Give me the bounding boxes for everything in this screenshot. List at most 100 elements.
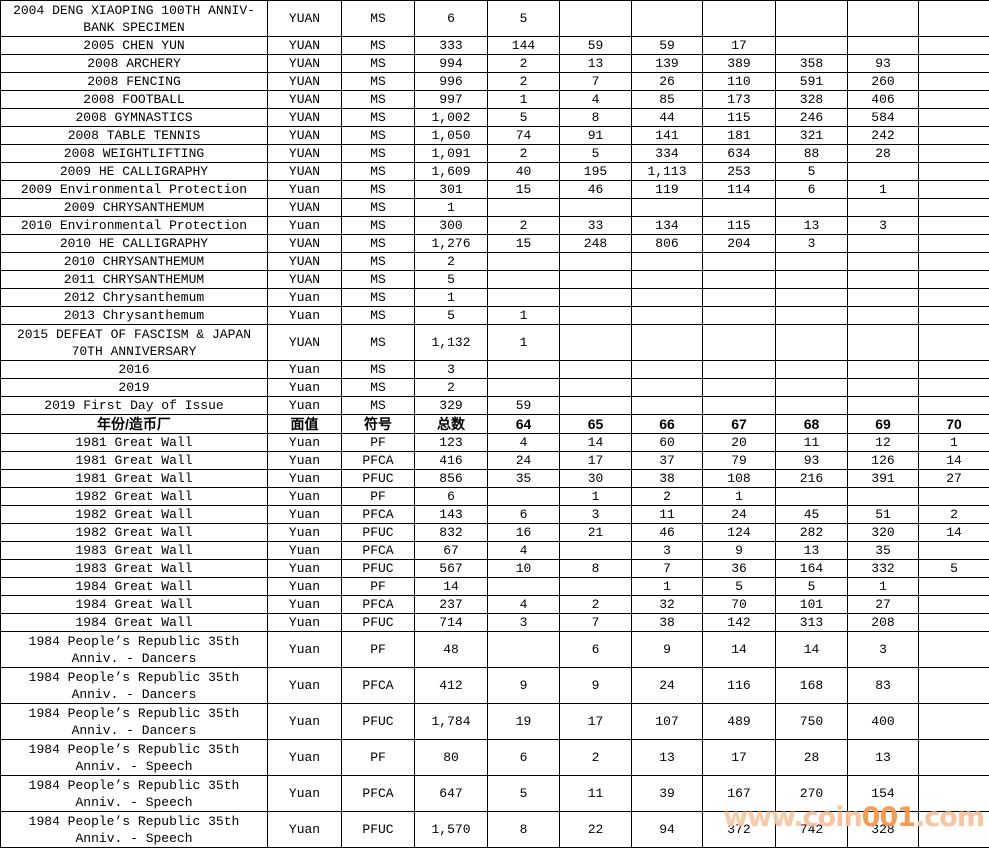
grade-count-cell: 14 [918,523,989,542]
coin-name-cell: 1982 Great Wall [0,523,268,542]
grade-count-cell: 17 [559,703,632,740]
grade-count-cell: 17 [559,451,632,470]
grade-count-cell [775,306,848,325]
grade-count-cell [559,288,632,307]
total-count-cell: 1,091 [414,144,488,163]
table-row: 1983 Great Wall Yuan PFCA 67 4 3 9 13 35 [0,541,989,560]
grade-count-cell [631,378,703,397]
grade-count-cell: 144 [487,36,560,55]
grade-count-cell [631,198,703,217]
total-count-cell: 856 [414,469,488,488]
denomination-cell: YUAN [267,234,342,253]
grade-count-cell [559,252,632,271]
grade-count-cell: 35 [847,541,919,560]
grade-count-cell: 2 [487,72,560,91]
grade-count-cell: 13 [559,54,632,73]
grade-count-cell: 1 [631,577,703,596]
denomination-cell: Yuan [267,306,342,325]
grade-count-cell [487,288,560,307]
grade-count-cell: 124 [702,523,776,542]
table-row: 1984 Great Wall Yuan PFCA 237 4 2 32 70 101 27 [0,595,989,614]
total-count-cell: 6 [414,0,488,37]
total-count-cell: 48 [414,631,488,668]
grade-count-cell: 1 [847,577,919,596]
grade-count-cell: 59 [559,36,632,55]
grade-count-cell: 30 [559,469,632,488]
table-row: 2016 Yuan MS 3 [0,360,989,379]
grade-count-cell: 119 [631,180,703,199]
total-count-cell: 647 [414,775,488,812]
column-header-cell: 总数 [414,414,488,434]
coin-name-cell: 2008 WEIGHTLIFTING [0,144,268,163]
grade-count-cell: 4 [559,90,632,109]
coin-name-cell: 2019 [0,378,268,397]
grade-count-cell: 79 [702,451,776,470]
grade-count-cell: 32 [631,595,703,614]
grade-count-cell: 164 [775,559,848,578]
designation-cell: PF [341,577,415,596]
grade-count-cell [918,577,989,596]
grade-count-cell: 9 [559,667,632,704]
grade-count-cell [847,324,919,361]
grade-count-cell: 141 [631,126,703,145]
grade-count-cell: 28 [847,144,919,163]
table-row: 2005 CHEN YUN YUAN MS 333 144 59 59 17 [0,36,989,55]
grade-count-cell [775,396,848,415]
grade-count-cell: 11 [559,775,632,812]
grade-count-cell: 85 [631,90,703,109]
designation-cell: PFUC [341,469,415,488]
grade-count-cell [775,0,848,37]
denomination-cell: Yuan [267,613,342,632]
denomination-cell: Yuan [267,360,342,379]
designation-cell: MS [341,252,415,271]
grade-count-cell: 33 [559,216,632,235]
grade-count-cell [918,108,989,127]
total-count-cell: 412 [414,667,488,704]
grade-count-cell [702,360,776,379]
denomination-cell: YUAN [267,162,342,181]
grade-count-cell [487,577,560,596]
grade-count-cell: 9 [487,667,560,704]
total-count-cell: 301 [414,180,488,199]
coin-name-cell: 2011 CHRYSANTHEMUM [0,270,268,289]
grade-count-cell: 320 [847,523,919,542]
coin-name-cell: 1984 People’s Republic 35th Anniv. - Dan… [0,703,268,740]
grade-count-cell [847,36,919,55]
designation-cell: PFUC [341,613,415,632]
grade-count-cell: 59 [487,396,560,415]
grade-count-cell [559,396,632,415]
grade-count-cell [918,252,989,271]
total-count-cell: 1 [414,198,488,217]
grade-count-cell [559,541,632,560]
grade-count-cell: 115 [702,108,776,127]
column-header-cell: 67 [702,414,776,434]
grade-count-cell: 242 [847,126,919,145]
column-header-row: 年份/造币厂 面值 符号 总数 64 65 66 67 68 69 70 [0,414,989,434]
grade-count-cell: 1 [847,180,919,199]
grade-count-cell: 1 [918,433,989,452]
grade-count-cell: 17 [702,739,776,776]
grade-count-cell: 5 [487,0,560,37]
denomination-cell: YUAN [267,198,342,217]
grade-count-cell: 40 [487,162,560,181]
column-header-cell: 符号 [341,414,415,434]
coin-name-cell: 2008 GYMNASTICS [0,108,268,127]
table-row: 2010 CHRYSANTHEMUM YUAN MS 2 [0,252,989,271]
table-row: 2009 Environmental Protection Yuan MS 301 15… [0,180,989,199]
grade-count-cell [918,90,989,109]
total-count-cell: 6 [414,487,488,506]
grade-count-cell: 93 [775,451,848,470]
grade-count-cell [631,252,703,271]
coin-name-cell: 1983 Great Wall [0,541,268,560]
grade-count-cell: 93 [847,54,919,73]
grade-count-cell: 13 [775,216,848,235]
denomination-cell: Yuan [267,505,342,524]
coin-name-cell: 1984 Great Wall [0,595,268,614]
total-count-cell: 1,132 [414,324,488,361]
grade-count-cell: 5 [702,577,776,596]
grade-count-cell: 208 [847,613,919,632]
table-row: 2008 GYMNASTICS YUAN MS 1,002 5 8 44 115 246 584 [0,108,989,127]
grade-count-cell [775,487,848,506]
coin-name-cell: 2008 FENCING [0,72,268,91]
